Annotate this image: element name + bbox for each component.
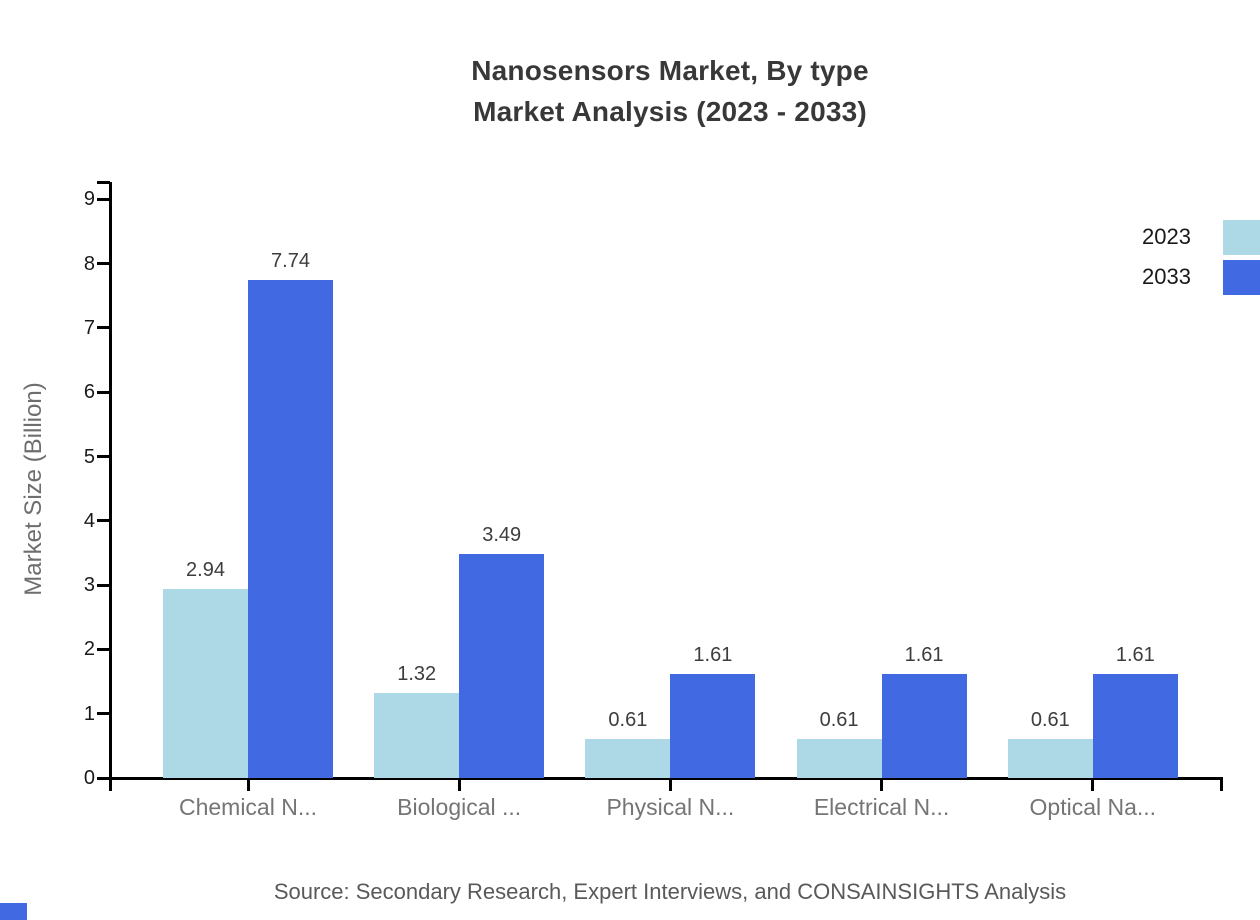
category-label: Biological ... — [397, 794, 522, 820]
bar-2033 — [881, 674, 967, 778]
chart-title-line2: Market Analysis (2023 - 2033) — [473, 96, 867, 127]
legend-item-2023: 2023 — [1142, 219, 1260, 255]
x-tick — [1091, 778, 1095, 791]
y-axis-title: Market Size (Billion) — [20, 382, 47, 596]
value-label: 1.61 — [904, 644, 944, 667]
y-tick — [97, 647, 110, 651]
bar-2023 — [1007, 738, 1093, 778]
value-label: 2.94 — [186, 558, 225, 581]
legend-swatch-2023 — [1223, 219, 1260, 255]
y-tick — [97, 776, 110, 780]
y-axis-top-tick — [97, 180, 110, 184]
bar-2023 — [163, 588, 248, 778]
value-label: 1.61 — [1115, 644, 1155, 667]
category-label: Optical Na... — [1029, 794, 1157, 820]
legend-label-2023: 2023 — [1142, 224, 1191, 249]
legend-swatch-2033 — [1223, 259, 1260, 295]
y-tick-label: 5 — [83, 445, 95, 468]
bar-2023 — [374, 693, 460, 778]
x-tick — [246, 778, 250, 791]
bar-2033 — [670, 674, 756, 778]
value-label: 0.61 — [608, 708, 648, 731]
bar-2033 — [248, 280, 333, 778]
x-tick — [880, 778, 884, 791]
y-tick — [97, 712, 110, 716]
x-axis-line — [108, 776, 1223, 780]
category-label: Physical N... — [606, 794, 735, 820]
y-tick — [97, 455, 110, 458]
y-tick-label: 2 — [83, 638, 95, 661]
chart-title: Nanosensors Market, By type Market Analy… — [80, 50, 1260, 132]
x-tick — [457, 778, 461, 791]
value-label: 0.61 — [819, 708, 859, 731]
category-label: Chemical N... — [178, 794, 318, 820]
y-tick-label: 0 — [83, 767, 95, 789]
y-axis-line — [108, 182, 112, 791]
y-tick-label: 6 — [83, 381, 95, 404]
y-tick-label: 1 — [83, 702, 95, 725]
y-tick — [97, 197, 110, 201]
x-tick — [668, 778, 672, 791]
y-tick — [97, 262, 110, 266]
brand-mark — [0, 903, 27, 920]
value-label: 7.74 — [271, 250, 310, 273]
y-tick-label: 7 — [83, 316, 95, 339]
y-tick-label: 4 — [83, 509, 95, 532]
y-tick — [97, 326, 110, 330]
value-label: 0.61 — [1030, 708, 1070, 731]
category-label: Electrical N... — [813, 794, 950, 820]
bar-2023 — [796, 738, 882, 778]
y-tick — [97, 519, 110, 523]
bar-2033 — [1092, 674, 1178, 778]
y-tick — [97, 390, 110, 394]
y-tick — [97, 583, 110, 587]
value-label: 1.61 — [693, 644, 733, 667]
legend-label-2033: 2033 — [1142, 264, 1191, 289]
value-label: 1.32 — [397, 663, 437, 686]
legend-item-2033: 2033 — [1142, 259, 1260, 295]
y-tick-label: 8 — [83, 252, 95, 275]
chart-title-line1: Nanosensors Market, By type — [471, 55, 869, 86]
y-tick-label: 9 — [83, 188, 95, 211]
x-axis-end-tick — [1219, 778, 1223, 791]
bar-2033 — [459, 553, 545, 778]
y-tick-label: 3 — [83, 574, 95, 597]
source-note: Source: Secondary Research, Expert Inter… — [273, 879, 1067, 904]
value-label: 3.49 — [482, 523, 522, 546]
bar-2023 — [585, 738, 671, 778]
